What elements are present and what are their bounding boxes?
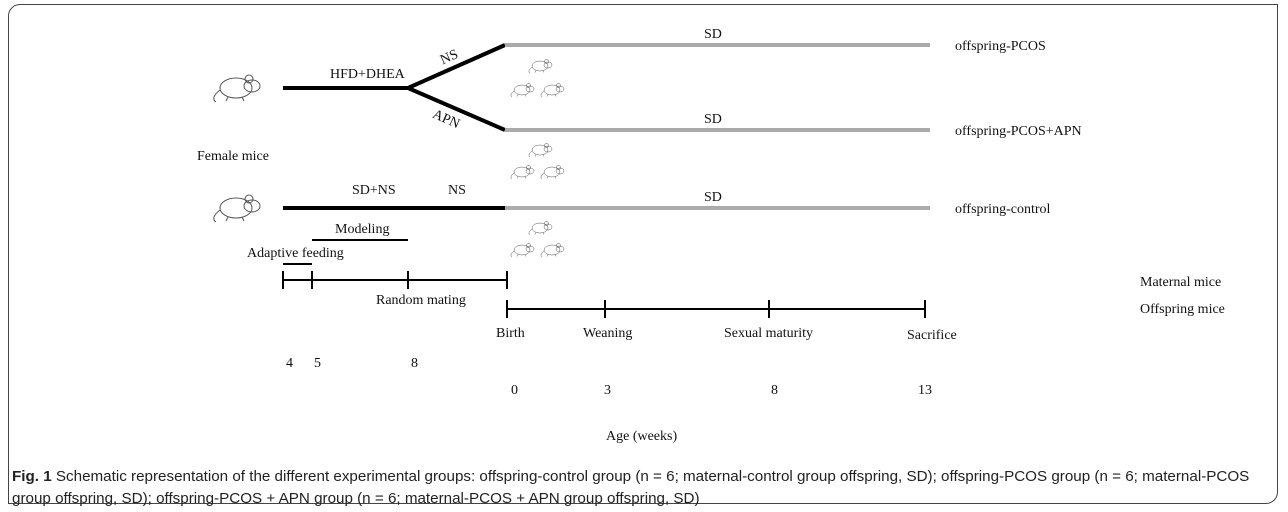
figure-frame <box>8 4 1278 504</box>
female-mice-label: Female mice <box>197 149 269 164</box>
caption-text: Schematic representation of the differen… <box>12 468 1250 507</box>
timeline-label: Maternal mice <box>1140 275 1221 290</box>
offspring-lines <box>505 43 930 210</box>
event-label: Sexual maturity <box>724 326 813 341</box>
week-tick: 3 <box>604 383 611 398</box>
phase-label: Random mating <box>376 293 466 308</box>
diet-label: SD <box>704 190 722 205</box>
treatment-label: SD+NS <box>352 183 396 198</box>
maternal-timeline <box>282 271 508 289</box>
treatment-label: NS <box>448 183 466 198</box>
axis-label: Age (weeks) <box>606 429 677 444</box>
offspring-timeline <box>506 300 926 318</box>
week-tick: 8 <box>771 383 778 398</box>
timeline-label: Offspring mice <box>1140 302 1225 317</box>
event-label: Weaning <box>583 326 632 341</box>
diet-label: SD <box>704 112 722 127</box>
phase-label: Modeling <box>335 222 389 237</box>
event-label: Birth <box>496 326 525 341</box>
phase-label: Adaptive feeding <box>247 246 344 261</box>
group-name: offspring-PCOS+APN <box>955 124 1082 139</box>
branch-label: NS <box>438 47 460 68</box>
offspring-icons <box>511 60 564 258</box>
caption: Fig. 1 Schematic representation of the d… <box>12 466 1274 510</box>
diet-label: SD <box>704 27 722 42</box>
treatment-label: HFD+DHEA <box>330 67 406 82</box>
week-tick: 5 <box>314 356 321 371</box>
pcos-branch <box>283 43 506 132</box>
group-name: offspring-control <box>955 202 1050 217</box>
group-name: offspring-PCOS <box>955 39 1046 54</box>
caption-label: Fig. 1 <box>12 468 52 485</box>
week-tick: 8 <box>411 356 418 371</box>
week-tick: 0 <box>511 383 518 398</box>
mouse-icon <box>213 194 261 223</box>
event-label: Sacrifice <box>907 328 957 343</box>
week-tick: 13 <box>918 383 932 398</box>
mouse-icon <box>213 74 261 103</box>
week-tick: 4 <box>286 356 293 371</box>
